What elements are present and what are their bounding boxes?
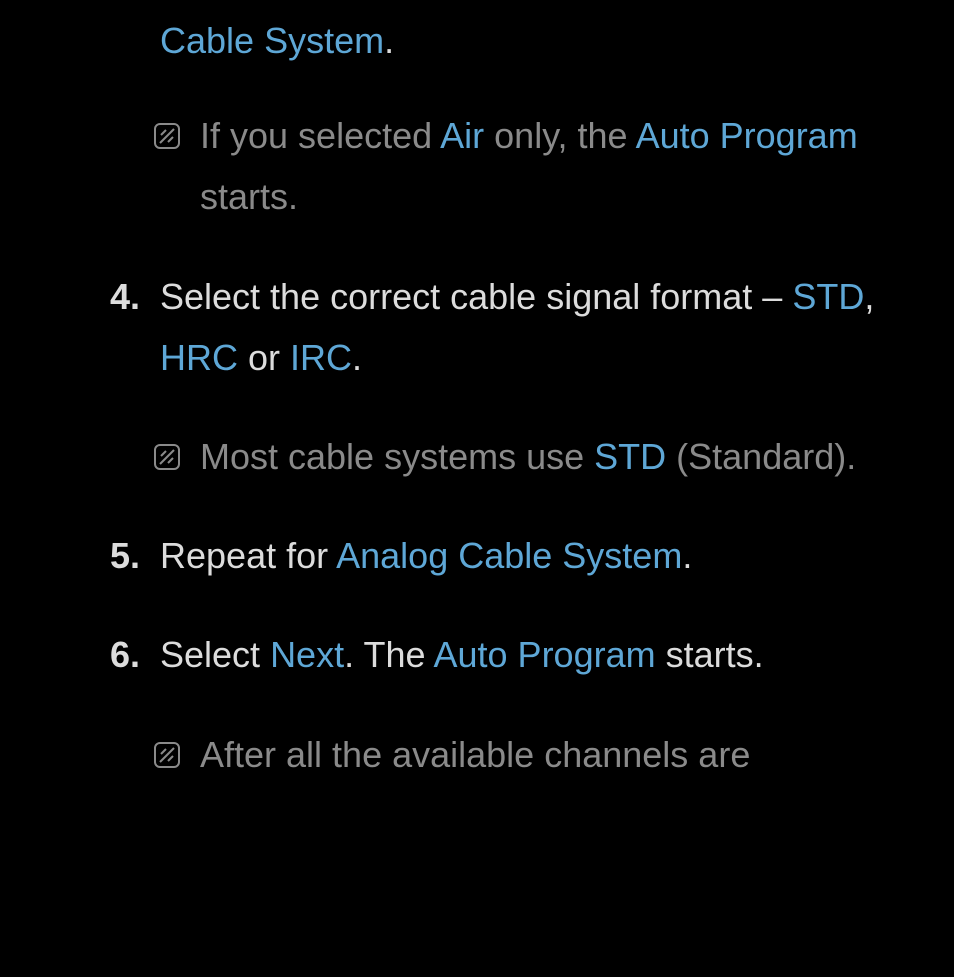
note-std: Most cable systems use STD (Standard). [200,426,934,487]
hrc-term: HRC [160,337,238,378]
text: starts. [656,634,764,675]
punct: . [384,20,394,61]
step-6: 6. Select Next. The Auto Program starts. [160,624,934,685]
text: starts. [200,176,298,217]
text: . The [344,634,433,675]
text: , [864,276,874,317]
std-term: STD [594,436,666,477]
text: (Standard). [666,436,856,477]
text: only, the [484,115,635,156]
analog-cable-system-term: Analog Cable System [336,535,682,576]
note-icon [154,742,180,768]
text: . [682,535,692,576]
trailing-line: Cable System. [160,10,954,71]
note-icon [154,123,180,149]
note-air-auto: If you selected Air only, the Auto Progr… [200,105,934,227]
note-icon [154,444,180,470]
text: or [238,337,290,378]
text: Select [160,634,270,675]
irc-term: IRC [290,337,352,378]
step-number: 5. [110,525,140,586]
text: . [352,337,362,378]
auto-program-term: Auto Program [636,115,858,156]
std-term: STD [792,276,864,317]
text: Repeat for [160,535,336,576]
step-4: 4. Select the correct cable signal forma… [160,266,934,388]
step-number: 4. [110,266,140,327]
auto-program-term: Auto Program [434,634,656,675]
cable-system-term: Cable System [160,20,384,61]
text: After all the available channels are [200,734,750,775]
next-term: Next [270,634,344,675]
text: Most cable systems use [200,436,594,477]
text: Select the correct cable signal format – [160,276,792,317]
air-term: Air [440,115,484,156]
step-5: 5. Repeat for Analog Cable System. [160,525,934,586]
note-channels: After all the available channels are [200,724,934,785]
step-number: 6. [110,624,140,685]
text: If you selected [200,115,440,156]
